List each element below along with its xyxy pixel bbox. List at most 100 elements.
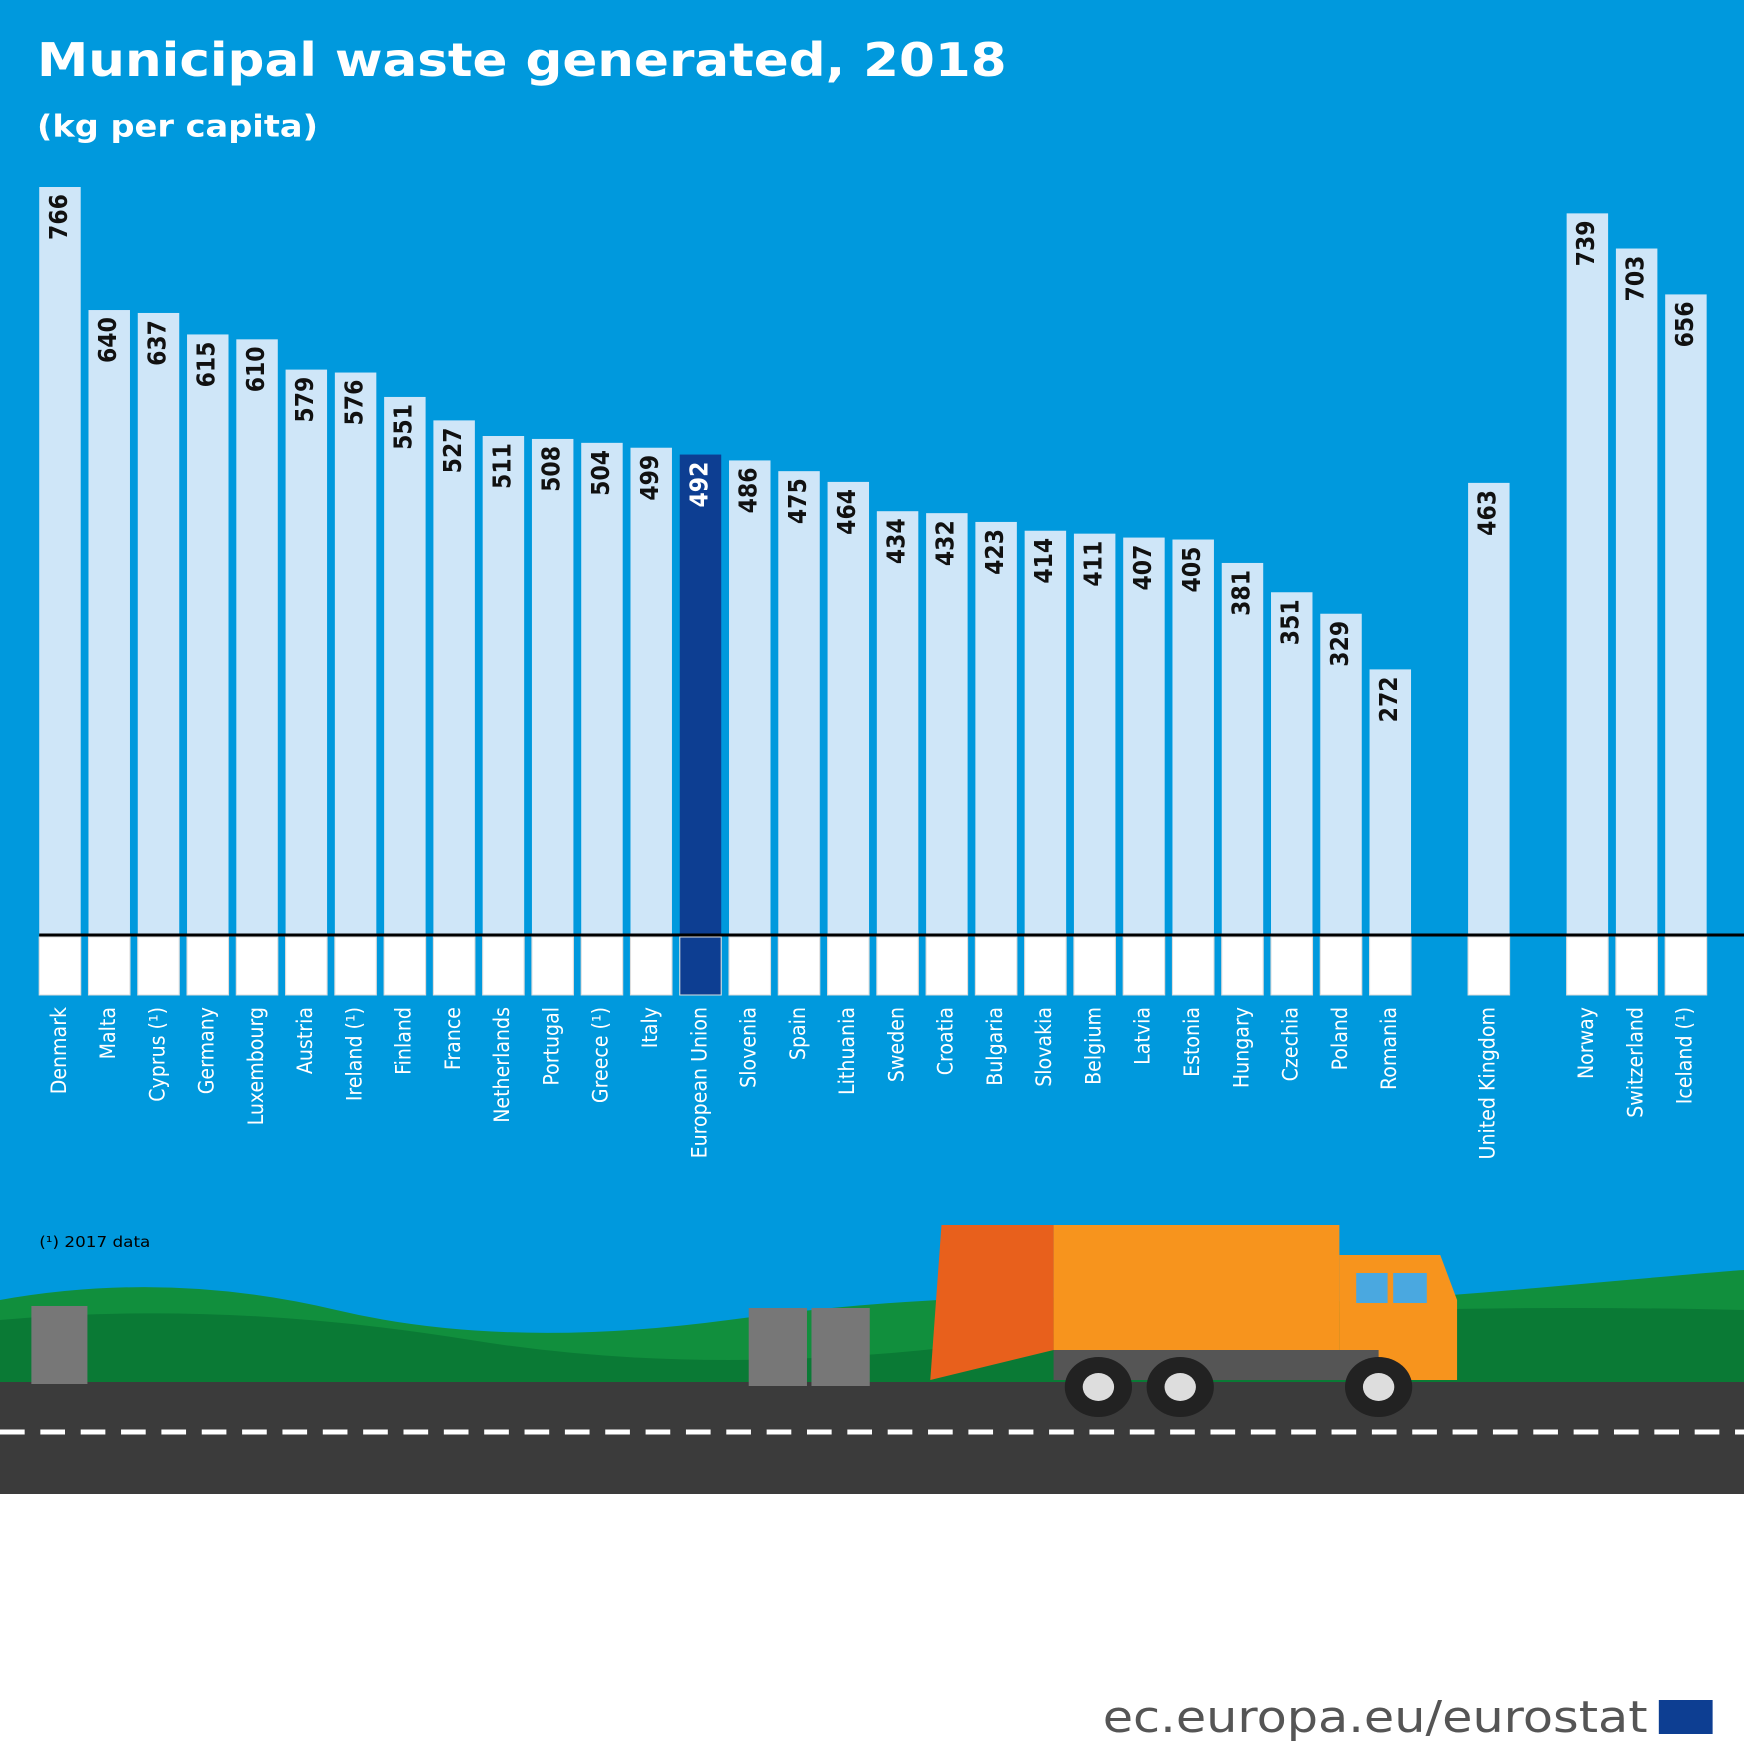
value-label: 579: [290, 377, 320, 423]
x-tick-label: Greece (¹): [588, 1007, 613, 1103]
x-tick-label: European Union: [686, 1007, 711, 1158]
x-tick-label: Estonia: [1179, 1007, 1204, 1077]
value-label: 504: [586, 450, 616, 496]
value-label: 766: [44, 194, 74, 240]
x-tick-label: Denmark: [46, 1007, 71, 1095]
bin: [748, 1308, 807, 1386]
flag: [629, 936, 673, 996]
value-label: 640: [93, 317, 123, 363]
bar: [1468, 482, 1510, 935]
x-tick-label: Lithuania: [834, 1007, 859, 1095]
road: [0, 1382, 1744, 1494]
bar: [778, 471, 820, 935]
footnote: (¹) 2017 data: [39, 1233, 150, 1251]
x-tick-label: Slovenia: [736, 1007, 761, 1088]
value-label: 272: [1374, 676, 1404, 722]
bar: [1271, 592, 1313, 935]
source: ec.europa.eu/eurostat: [1103, 1692, 1648, 1743]
flag: [38, 936, 82, 996]
chart-title: Municipal waste generated, 2018: [37, 34, 1007, 88]
bar: [1172, 539, 1214, 935]
bar: [581, 442, 623, 935]
x-tick-label: Poland: [1327, 1007, 1352, 1070]
flag: [137, 936, 180, 996]
value-label: 576: [339, 380, 369, 426]
flag: [1073, 936, 1116, 996]
value-label: 407: [1128, 545, 1158, 591]
bar: [630, 447, 672, 935]
value-label: 414: [1029, 538, 1059, 584]
bar: [39, 187, 81, 935]
flag: [1024, 936, 1067, 996]
flag: [1319, 936, 1363, 996]
x-tick-label: Norway: [1573, 1007, 1598, 1079]
bar: [285, 369, 328, 936]
value-label: 486: [733, 467, 763, 513]
value-label: 492: [684, 462, 714, 508]
bar: [679, 454, 722, 935]
flag: [1664, 936, 1708, 996]
bar: [433, 420, 475, 936]
value-label: 432: [930, 520, 960, 566]
flag: [827, 936, 870, 996]
x-tick-label: Iceland (¹): [1672, 1007, 1697, 1104]
bar: [729, 460, 771, 935]
flag: [679, 936, 722, 996]
value-label: 656: [1670, 301, 1700, 347]
bar: [236, 339, 278, 935]
x-tick-label: Netherlands: [489, 1007, 514, 1123]
footer: [0, 1494, 1744, 1757]
bar: [88, 310, 130, 935]
flag: [1122, 936, 1166, 996]
flag: [1566, 936, 1609, 996]
bar: [334, 372, 377, 935]
bin: [811, 1308, 870, 1386]
x-tick-label: Hungary: [1228, 1007, 1253, 1088]
flag: [482, 936, 525, 996]
x-tick-label: Bulgaria: [982, 1007, 1007, 1086]
value-label: 464: [832, 489, 862, 535]
x-tick-label: Germany: [194, 1007, 219, 1094]
bar: [137, 312, 180, 936]
value-label: 508: [536, 446, 566, 492]
bar: [1073, 533, 1116, 935]
value-label: 739: [1571, 220, 1601, 266]
bar: [975, 521, 1017, 935]
eu-logo: [1658, 1700, 1713, 1734]
bar: [827, 481, 870, 935]
bar: [482, 436, 525, 935]
bar: [384, 396, 426, 936]
x-tick-label: Malta: [95, 1007, 120, 1059]
flag: [87, 936, 131, 996]
flag: [432, 936, 476, 996]
value-label: 499: [635, 455, 665, 501]
bar: [1123, 537, 1165, 935]
value-label: 615: [191, 341, 221, 387]
flag: [974, 936, 1018, 996]
bar: [1615, 248, 1658, 935]
x-tick-label: Slovakia: [1031, 1007, 1056, 1087]
flag: [235, 936, 279, 996]
bar: [1369, 669, 1412, 935]
x-tick-label: Switzerland: [1622, 1007, 1647, 1118]
value-label: 527: [438, 427, 468, 473]
bar: [1221, 562, 1264, 935]
x-tick-label: Ireland (¹): [341, 1007, 366, 1101]
x-tick-label: Portugal: [538, 1007, 563, 1086]
value-label: 351: [1275, 599, 1305, 645]
flag: [728, 936, 772, 996]
x-tick-label: Cyprus (¹): [144, 1007, 169, 1102]
bin: [31, 1306, 88, 1384]
x-tick-label: Austria: [292, 1007, 317, 1074]
flag: [925, 936, 969, 996]
flag: [334, 936, 377, 996]
value-label: 411: [1078, 541, 1108, 587]
flag: [1171, 936, 1215, 996]
x-tick-label: Belgium: [1080, 1007, 1105, 1085]
flag: [876, 936, 919, 996]
x-tick-label: France: [440, 1007, 465, 1070]
flag: [580, 936, 624, 996]
value-label: 703: [1620, 256, 1650, 302]
flag: [1467, 936, 1511, 996]
